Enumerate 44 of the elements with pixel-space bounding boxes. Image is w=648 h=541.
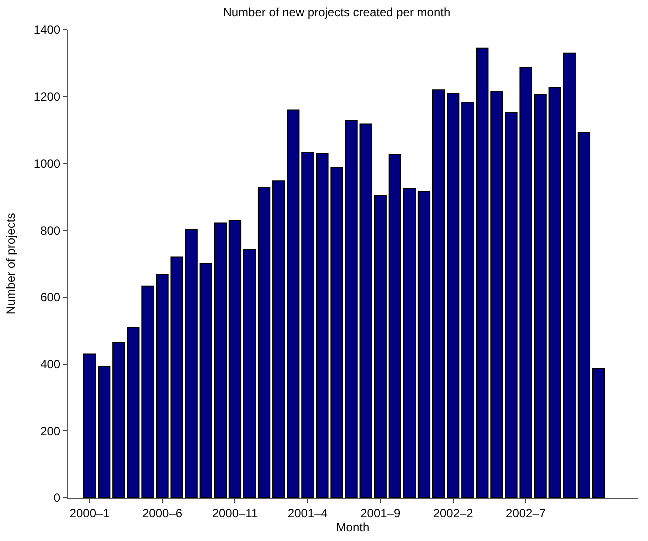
bar: [476, 48, 489, 498]
bar: [272, 180, 286, 498]
x-tick-label: 2001–9: [360, 506, 401, 520]
bar: [548, 87, 562, 498]
x-tick-label: 2000–6: [142, 506, 183, 520]
bar: [374, 194, 387, 498]
x-tick-label: 2000–11: [212, 506, 258, 520]
bar: [228, 220, 242, 498]
y-tick-label: 1400: [34, 23, 61, 38]
bar: [418, 190, 431, 498]
y-tick-label: 200: [40, 424, 61, 438]
bar: [214, 222, 227, 498]
bar: [388, 154, 402, 498]
chart-title: Number of new projects created per month: [223, 6, 451, 20]
x-tick-label: 2001–4: [288, 506, 328, 520]
y-tick-label: 0: [54, 491, 61, 506]
y-tick-label: 1200: [34, 90, 61, 104]
x-tick-label: 2000–1: [70, 506, 110, 520]
bar: [563, 52, 576, 498]
y-tick-label: 600: [40, 290, 61, 305]
y-tick-label: 1000: [34, 156, 61, 171]
bar: [258, 187, 271, 498]
y-tick-label: 400: [40, 357, 61, 372]
bar: [302, 152, 314, 498]
y-tick-label: 800: [40, 224, 61, 238]
bar: [447, 93, 460, 498]
bar: [534, 94, 547, 498]
bar: [360, 124, 372, 498]
bar: [432, 90, 446, 498]
bar: [243, 249, 256, 498]
bar: [112, 342, 126, 498]
bar: [578, 132, 591, 498]
bar: [98, 366, 111, 498]
bar: [592, 368, 606, 498]
bar: [200, 264, 212, 498]
bar: [185, 229, 198, 498]
bar: [462, 102, 474, 498]
x-tick-label: 2002–7: [506, 506, 546, 520]
x-axis-title: Month: [336, 520, 370, 534]
bar: [287, 110, 300, 498]
y-axis-title: Number of projects: [4, 213, 18, 315]
bar: [403, 188, 416, 498]
x-tick-label: 2002–2: [433, 506, 474, 520]
bar: [83, 354, 96, 498]
